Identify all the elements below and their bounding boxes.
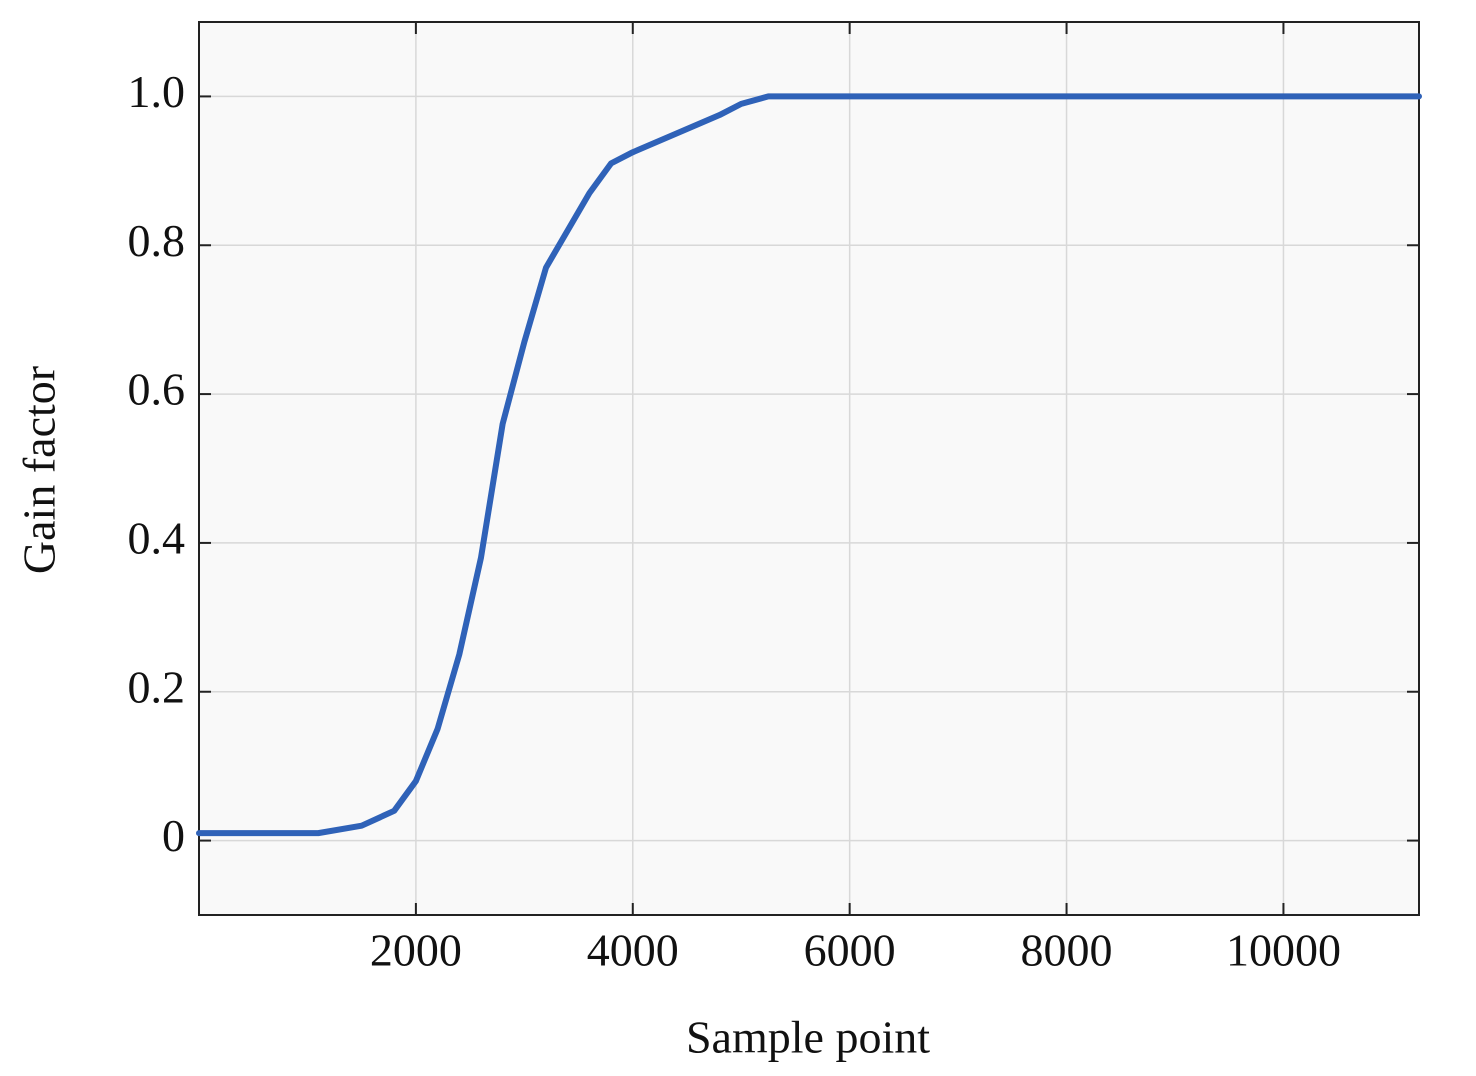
data-line	[196, 93, 1422, 837]
x-axis-label: Sample point	[686, 1012, 930, 1063]
x-tick-label: 10000	[1226, 925, 1341, 976]
y-tick-label: 0.8	[128, 215, 186, 266]
y-tick-label: 1.0	[128, 66, 186, 117]
x-tick-label: 2000	[370, 925, 462, 976]
x-tick-label: 4000	[587, 925, 679, 976]
y-tick-label: 0.4	[128, 512, 186, 563]
x-tick-label: 8000	[1021, 925, 1113, 976]
plot-area	[199, 22, 1419, 915]
y-tick-label: 0.2	[128, 661, 186, 712]
y-tick-label: 0	[162, 810, 185, 861]
x-tick-label: 6000	[804, 925, 896, 976]
y-tick-label: 0.6	[128, 364, 186, 415]
plot-frame	[198, 21, 1420, 916]
y-axis-label: Gain factor	[14, 366, 65, 574]
